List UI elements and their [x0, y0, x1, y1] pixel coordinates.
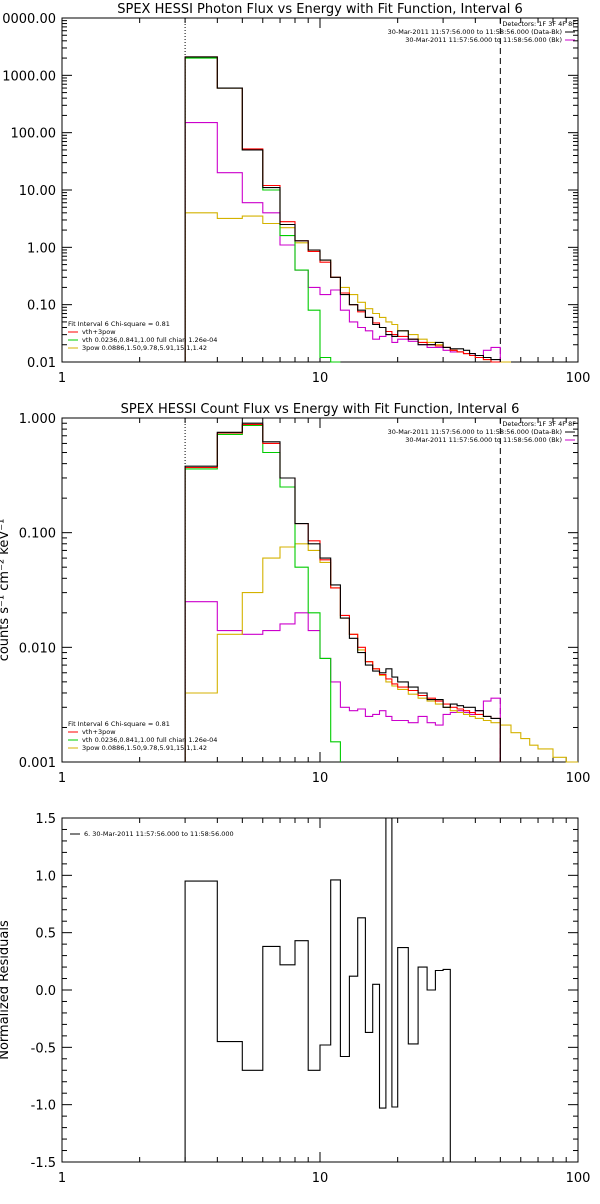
y-tick-label: 0.10 [27, 299, 56, 314]
x-tick-label: 100 [566, 1171, 591, 1186]
legend-entry-label: 3pow 0.0886,1.50,9.78,5.91,15.1,1.42 [82, 744, 207, 752]
y-tick-label: 100.00 [11, 127, 57, 142]
series-data-bk-line [184, 56, 501, 362]
x-tick-label: 10 [312, 1171, 329, 1186]
series-bk-line [184, 122, 501, 362]
legend-entry-label: 30-Mar-2011 11:57:56.000 to 11:58:56.000… [405, 436, 562, 444]
y-tick-label: 0.001 [19, 756, 56, 771]
y-tick-label: 10.00 [19, 184, 56, 199]
legend-entry-label: vth 0.0236,0.841,1.00 full chian 1.26e-0… [82, 336, 217, 344]
legend-entry-label: 30-Mar-2011 11:57:56.000 to 11:58:56.000… [388, 428, 562, 436]
legend-entry-label: 30-Mar-2011 11:57:56.000 to 11:58:56.000… [388, 28, 562, 36]
series-bk-line [184, 601, 501, 762]
legend-entry-label: 6. 30-Mar-2011 11:57:56.000 to 11:58:56.… [84, 830, 234, 838]
legend-fit-header: Fit Interval 6 Chi-square = 0.81 [68, 720, 170, 728]
series-3pow-line [184, 543, 578, 763]
x-tick-label: 10 [312, 771, 329, 786]
y-tick-label: 0.0 [35, 984, 56, 999]
y-tick-label: 0.010 [19, 641, 56, 656]
legend-fit-header: Fit Interval 6 Chi-square = 0.81 [68, 320, 170, 328]
chart-title: SPEX HESSI Count Flux vs Energy with Fit… [121, 402, 520, 417]
y-tick-label: 1.00 [27, 241, 56, 256]
y-tick-label: 0.01 [27, 356, 56, 371]
legend-detectors: Detectors: 1F 3F 4F 8F [502, 20, 576, 28]
y-tick-label: 1000.00 [2, 69, 56, 84]
y-tick-label: -0.5 [31, 1041, 56, 1056]
legend-entry-label: 30-Mar-2011 11:57:56.000 to 11:58:56.000… [405, 36, 562, 44]
x-tick-label: 1 [58, 1171, 66, 1186]
series-vth-line [184, 424, 341, 762]
series-data-bk-line [184, 422, 501, 762]
x-tick-label: 100 [566, 771, 591, 786]
series-vth-3pow-line [184, 423, 501, 762]
y-tick-label: -1.0 [31, 1099, 56, 1114]
x-tick-label: 1 [58, 371, 66, 386]
y-tick-label: 1.0 [35, 869, 56, 884]
series-3pow-line [184, 212, 511, 363]
x-tick-label: 10 [312, 371, 329, 386]
panel-1: SPEX HESSI Photon Flux vs Energy with Fi… [2, 2, 590, 386]
legend-entry-label: 3pow 0.0886,1.50,9.78,5.91,15.1,1.42 [82, 344, 207, 352]
y-tick-label: 1.5 [35, 812, 56, 827]
y-tick-label: 0000.00 [2, 12, 56, 27]
legend-entry-label: vth 0.0236,0.841,1.00 full chian 1.26e-0… [82, 736, 217, 744]
x-tick-label: 100 [566, 371, 591, 386]
y-tick-label: 1.000 [19, 412, 56, 427]
panel-2: SPEX HESSI Count Flux vs Energy with Fit… [0, 402, 590, 786]
panel-3: 1 10 100 -1.5 -1.0 -0.5 0.0 0.5 1.0 1.5 Normalized… [0, 812, 590, 1186]
series-vth-3pow-line [184, 56, 501, 363]
plot-frame [61, 817, 579, 1163]
legend-detectors: Detectors: 1F 3F 4F 8F [502, 420, 576, 428]
legend-entry-label: vth+3pow [82, 328, 116, 336]
series-6-30-mar-2011-11-57-56-000-to-11-58-56-000-line [184, 817, 451, 1162]
legend-entry-label: vth+3pow [82, 728, 116, 736]
y-tick-label: 0.100 [19, 527, 56, 542]
y-tick-label: 0.5 [35, 927, 56, 942]
x-tick-label: 1 [58, 771, 66, 786]
y-tick-label: -1.5 [31, 1156, 56, 1171]
chart-title: SPEX HESSI Photon Flux vs Energy with Fi… [117, 2, 523, 17]
y-axis-label: Normalized Residuals [0, 920, 12, 1060]
y-axis-label: counts s⁻¹ cm⁻² keV⁻¹ [0, 519, 12, 662]
